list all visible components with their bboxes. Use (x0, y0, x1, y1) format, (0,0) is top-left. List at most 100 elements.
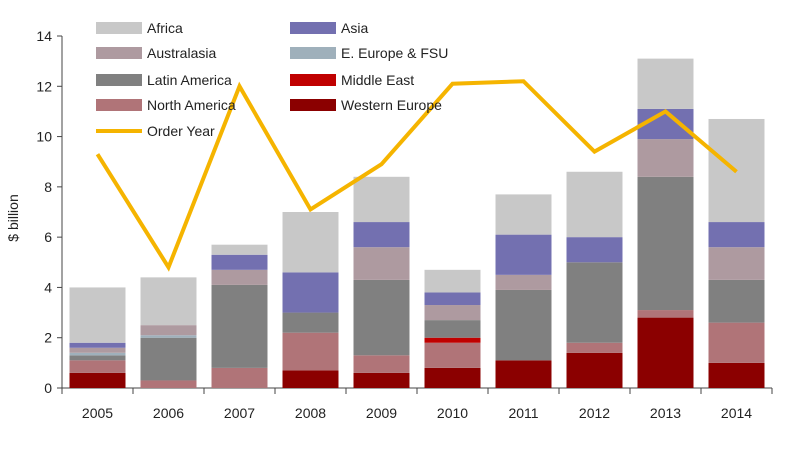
bar-segment-middle-east-2010 (425, 338, 481, 343)
bar-segment-africa-2011 (496, 194, 552, 234)
bar-segment-latin-america-2005 (70, 355, 126, 360)
bar-segment-north-america-2007 (212, 368, 268, 388)
bar-segment-latin-america-2009 (354, 280, 410, 355)
bar-segment-western-europe-2014 (709, 363, 765, 388)
bar-segment-asia-2012 (567, 237, 623, 262)
legend-label: Asia (341, 20, 368, 36)
legend-label: Middle East (341, 72, 414, 88)
legend-item-middle-east: Middle East (290, 72, 414, 88)
legend-item-e-europe-fsu: E. Europe & FSU (290, 45, 448, 61)
legend-label: E. Europe & FSU (341, 45, 448, 61)
legend-label: Australasia (147, 45, 216, 61)
legend-item-latin-america: Latin America (96, 72, 232, 88)
legend-swatch (290, 99, 336, 111)
bar-segment-asia-2011 (496, 235, 552, 275)
bar-segment-latin-america-2008 (283, 313, 339, 333)
bar-segment-e-europe-fsu-2005 (70, 353, 126, 356)
bar-segment-north-america-2014 (709, 323, 765, 363)
legend-swatch (290, 22, 336, 34)
x-tick-label: 2005 (82, 405, 113, 421)
x-tick-label: 2008 (295, 405, 326, 421)
bar-segment-latin-america-2013 (638, 177, 694, 310)
y-tick-label: 8 (44, 179, 52, 195)
legend-label: Latin America (147, 72, 232, 88)
y-axis: 0 2 4 6 8 10 12 14 (36, 28, 62, 396)
y-tick-label: 10 (36, 129, 52, 145)
bar-segment-asia-2007 (212, 255, 268, 270)
legend-swatch (290, 74, 336, 86)
x-tick-label: 2009 (366, 405, 397, 421)
bar-segment-latin-america-2006 (141, 338, 197, 381)
bar-segment-latin-america-2007 (212, 285, 268, 368)
y-tick-label: 14 (36, 28, 52, 44)
legend-label: Western Europe (341, 97, 442, 113)
bar-segment-africa-2009 (354, 177, 410, 222)
bar-segment-asia-2008 (283, 272, 339, 312)
legend-swatch (96, 22, 142, 34)
bar-segment-africa-2008 (283, 212, 339, 272)
bar-segment-asia-2014 (709, 222, 765, 247)
legend-item-asia: Asia (290, 20, 368, 36)
x-tick-label: 2013 (650, 405, 681, 421)
bar-segment-north-america-2012 (567, 343, 623, 353)
bar-segment-e-europe-fsu-2006 (141, 335, 197, 338)
bar-segment-western-europe-2012 (567, 353, 623, 388)
legend-item-north-america: North America (96, 97, 236, 113)
bar-segment-australasia-2013 (638, 139, 694, 177)
bar-segment-africa-2010 (425, 270, 481, 293)
bar-segment-north-america-2005 (70, 360, 126, 373)
bar-segment-africa-2012 (567, 172, 623, 237)
bar-segment-north-america-2008 (283, 333, 339, 371)
bar-segment-western-europe-2005 (70, 373, 126, 388)
bar-segment-asia-2005 (70, 343, 126, 348)
bar-segment-western-europe-2011 (496, 360, 552, 388)
bar-segment-asia-2009 (354, 222, 410, 247)
x-tick-label: 2012 (579, 405, 610, 421)
bar-segment-latin-america-2014 (709, 280, 765, 323)
bar-segment-africa-2006 (141, 277, 197, 325)
bar-segment-australasia-2005 (70, 348, 126, 353)
y-axis-label: $ billion (5, 194, 21, 241)
x-tick-label: 2007 (224, 405, 255, 421)
bar-segment-western-europe-2009 (354, 373, 410, 388)
bar-segment-australasia-2009 (354, 247, 410, 280)
bar-segment-africa-2005 (70, 287, 126, 342)
bar-segment-africa-2013 (638, 59, 694, 109)
legend-swatch (290, 47, 336, 59)
y-tick-label: 12 (36, 78, 52, 94)
bar-segment-western-europe-2008 (283, 370, 339, 388)
legend-swatch (96, 47, 142, 59)
bar-segment-north-america-2013 (638, 310, 694, 318)
bar-segment-north-america-2006 (141, 380, 197, 388)
bar-segment-africa-2007 (212, 245, 268, 255)
bar-segment-australasia-2006 (141, 325, 197, 335)
y-tick-label: 2 (44, 330, 52, 346)
bar-segment-australasia-2014 (709, 247, 765, 280)
legend-item-africa: Africa (96, 20, 183, 36)
x-tick-label: 2014 (721, 405, 752, 421)
bar-segment-north-america-2009 (354, 355, 410, 373)
bar-segment-australasia-2010 (425, 305, 481, 320)
legend-swatch (96, 99, 142, 111)
bar-segment-western-europe-2013 (638, 318, 694, 388)
x-tick-label: 2006 (153, 405, 184, 421)
legend-label: North America (147, 97, 236, 113)
y-tick-label: 4 (44, 279, 52, 295)
x-tick-label: 2010 (437, 405, 468, 421)
legend-item-australasia: Australasia (96, 45, 216, 61)
y-tick-label: 0 (44, 380, 52, 396)
legend-swatch (96, 74, 142, 86)
legend-item-western-europe: Western Europe (290, 97, 442, 113)
bar-segment-north-america-2010 (425, 343, 481, 368)
y-tick-label: 6 (44, 229, 52, 245)
legend-item-order-year: Order Year (96, 123, 215, 139)
legend-label: Africa (147, 20, 183, 36)
bar-segment-asia-2010 (425, 292, 481, 305)
bar-segment-australasia-2011 (496, 275, 552, 290)
legend: Africa Asia Australasia E. Europe & FSU Lati… (96, 20, 448, 139)
bar-segment-latin-america-2012 (567, 262, 623, 342)
legend-label: Order Year (147, 123, 215, 139)
